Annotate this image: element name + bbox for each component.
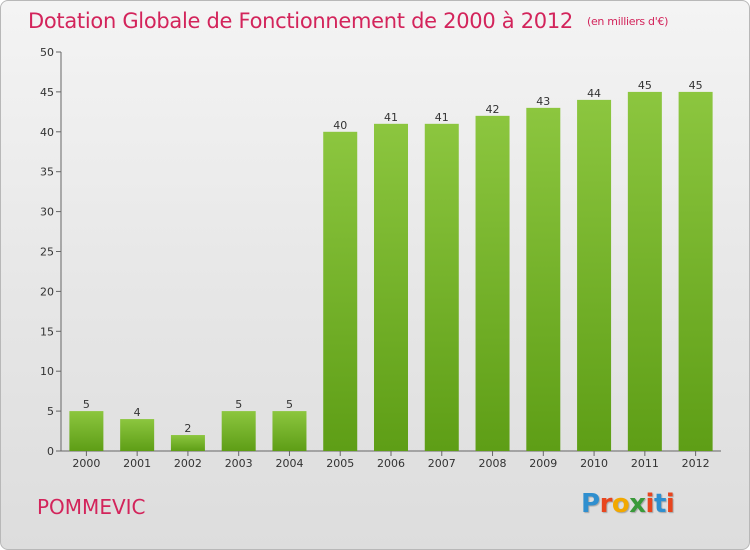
chart-title-text: Dotation Globale de Fonctionnement de 20… (28, 9, 573, 33)
bar-value-label: 43 (536, 95, 550, 108)
bar-value-label: 4 (134, 406, 141, 419)
bar-value-label: 45 (638, 79, 652, 92)
y-tick-label: 35 (40, 166, 54, 179)
bar-value-label: 42 (486, 103, 500, 116)
y-tick-label: 40 (40, 126, 54, 139)
x-tick-label: 2007 (428, 457, 456, 470)
bar (170, 435, 205, 451)
commune-name: POMMEVIC (37, 495, 146, 519)
x-tick-label: 2011 (631, 457, 659, 470)
bar (627, 91, 662, 452)
y-tick-label: 0 (47, 445, 54, 458)
bar (69, 411, 104, 451)
x-tick-label: 2006 (377, 457, 405, 470)
x-tick-label: 2012 (682, 457, 710, 470)
bar-value-label: 5 (235, 398, 242, 411)
chart-subtitle: (en milliers d'€) (586, 15, 669, 28)
x-tick-label: 2008 (479, 457, 507, 470)
bar-value-label: 5 (286, 398, 293, 411)
y-tick-label: 5 (47, 405, 54, 418)
bar-value-label: 41 (384, 111, 398, 124)
y-tick-label: 10 (40, 365, 54, 378)
bar (272, 411, 307, 451)
bar-value-label: 44 (587, 87, 601, 100)
y-tick-label: 50 (40, 46, 54, 59)
y-tick-label: 15 (40, 325, 54, 338)
x-tick-label: 2010 (580, 457, 608, 470)
bar (120, 419, 155, 451)
bar (475, 115, 510, 451)
bar-value-label: 45 (689, 79, 703, 92)
bar-value-label: 41 (435, 111, 449, 124)
x-tick-label: 2002 (174, 457, 202, 470)
chart-title: Dotation Globale de Fonctionnement de 20… (28, 9, 668, 33)
bar (221, 411, 256, 451)
bar-value-label: 2 (184, 422, 191, 435)
y-tick-label: 45 (40, 86, 54, 99)
y-tick-label: 30 (40, 206, 54, 219)
bar (424, 123, 459, 451)
bar (374, 123, 408, 451)
x-tick-label: 2003 (225, 457, 253, 470)
bar (323, 131, 358, 452)
x-tick-label: 2004 (275, 457, 303, 470)
x-tick-label: 2000 (72, 457, 100, 470)
bar (526, 107, 561, 452)
x-tick-label: 2009 (529, 457, 557, 470)
proxiti-logo: Proxiti (581, 489, 675, 519)
bar (577, 99, 612, 451)
bar-value-label: 40 (333, 119, 347, 132)
y-tick-label: 20 (40, 285, 54, 298)
y-tick-label: 25 (40, 246, 54, 259)
bar-value-label: 5 (83, 398, 90, 411)
x-tick-label: 2001 (123, 457, 151, 470)
x-tick-label: 2005 (326, 457, 354, 470)
bar (678, 91, 713, 452)
